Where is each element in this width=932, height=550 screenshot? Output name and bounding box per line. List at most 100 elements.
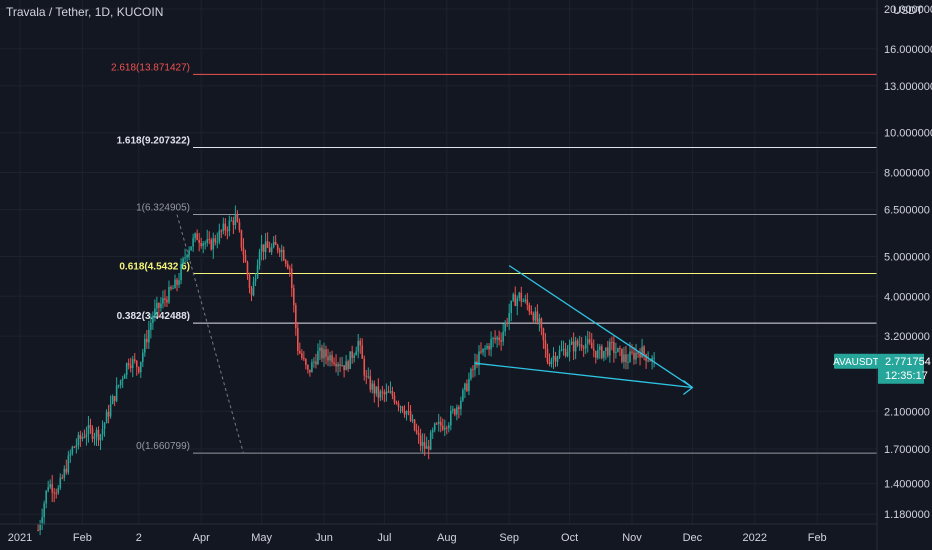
- candle-body: [317, 350, 319, 365]
- candle-body: [613, 342, 615, 353]
- candle-body: [580, 344, 583, 348]
- candle-body: [623, 354, 625, 362]
- candle-body: [222, 223, 225, 232]
- candle-body: [250, 288, 253, 296]
- candle-body: [254, 278, 257, 282]
- candle-body: [651, 357, 653, 362]
- price-tick-label: 3.200000: [884, 331, 930, 343]
- candle-body: [572, 341, 575, 352]
- candle-body: [578, 344, 581, 346]
- candle-body: [460, 400, 462, 410]
- candle-body: [574, 340, 577, 352]
- time-tick-label: Oct: [561, 532, 578, 544]
- candle-body: [268, 247, 271, 253]
- candle-body: [83, 436, 86, 438]
- candle-body: [152, 316, 154, 323]
- candle-body: [244, 255, 247, 263]
- candle-body: [258, 251, 261, 266]
- candle-body: [170, 286, 172, 289]
- candle-body: [150, 322, 152, 330]
- candle-body: [65, 468, 68, 473]
- candle-body: [160, 303, 162, 308]
- candle-body: [192, 238, 194, 247]
- candle-body: [375, 386, 378, 394]
- candle-body: [596, 349, 599, 358]
- price-axis[interactable]: 20.000000 16.000000 13.000000 10.000000 8.00…: [876, 0, 932, 550]
- candle-body: [532, 313, 535, 321]
- candle-body: [530, 311, 533, 314]
- candle-body: [347, 361, 349, 369]
- candle-body: [468, 378, 470, 391]
- candle-body: [625, 354, 627, 363]
- candle-body: [619, 348, 621, 350]
- candle-body: [605, 347, 607, 351]
- candle-body: [588, 339, 591, 343]
- candle-body: [303, 357, 305, 360]
- candle-body: [355, 351, 357, 356]
- candle-body: [544, 340, 547, 349]
- time-tick-label: 2: [136, 532, 142, 544]
- candle-body: [87, 425, 90, 435]
- candle-body: [516, 298, 519, 306]
- price-tick-label: 16.000000: [884, 44, 932, 56]
- candle-body: [131, 359, 134, 369]
- candle-body: [196, 233, 198, 241]
- candle-body: [615, 352, 617, 354]
- candle-body: [448, 425, 450, 429]
- time-axis[interactable]: 2021 Feb 2 Apr May Jun Jul Aug Sep Oct Nov Dec 2022 F…: [0, 523, 877, 544]
- fib-level-label: 2.618(13.871427): [111, 62, 190, 73]
- candle-body: [498, 337, 500, 341]
- candle-body: [492, 338, 494, 340]
- trendline-lower: [474, 362, 693, 389]
- candle-body: [415, 430, 418, 433]
- candle-body: [178, 280, 180, 285]
- candle-body: [633, 352, 635, 360]
- candle-body: [172, 288, 174, 290]
- candle-body: [107, 411, 110, 417]
- candle-body: [73, 446, 76, 448]
- candle-body: [452, 409, 454, 411]
- candle-body: [224, 223, 227, 231]
- candle-body: [321, 347, 323, 359]
- candle-body: [500, 340, 502, 342]
- candle-body: [387, 391, 390, 393]
- candle-body: [333, 362, 335, 364]
- candle-body: [617, 348, 619, 353]
- candle-body: [323, 349, 325, 359]
- time-tick-label: May: [251, 532, 272, 544]
- candle-body: [109, 403, 112, 417]
- candle-body: [524, 299, 527, 302]
- candle-body: [214, 238, 217, 243]
- candle-body: [407, 411, 410, 413]
- fib-level-label: 0(1.660799): [136, 441, 190, 452]
- candle-body: [168, 286, 170, 303]
- candle-body: [395, 402, 398, 404]
- candle-body: [506, 322, 508, 324]
- candle-body: [282, 249, 285, 261]
- candle-body: [39, 524, 41, 531]
- candle-body: [206, 239, 209, 243]
- candle-body: [389, 391, 392, 393]
- candle-body: [93, 436, 96, 439]
- candle-body: [522, 301, 525, 303]
- candle-body: [121, 378, 124, 381]
- candle-body: [190, 246, 192, 251]
- candle-body: [240, 230, 243, 248]
- time-tick-label: Nov: [622, 532, 642, 544]
- candle-body: [480, 351, 482, 353]
- candle-body: [236, 214, 239, 222]
- time-tick-label: 2022: [743, 532, 767, 544]
- candle-body: [212, 238, 215, 250]
- symbol-title[interactable]: Travala / Tether, 1D, KUCOIN: [6, 5, 164, 19]
- candle-body: [331, 355, 333, 363]
- candle-body: [345, 361, 347, 371]
- candle-body: [69, 453, 72, 456]
- candle-body: [166, 299, 168, 303]
- price-tick-label: 1.180000: [884, 509, 930, 521]
- candle-body: [462, 389, 464, 401]
- candle-body: [339, 364, 341, 366]
- candle-body: [439, 421, 442, 426]
- candle-body: [536, 311, 539, 322]
